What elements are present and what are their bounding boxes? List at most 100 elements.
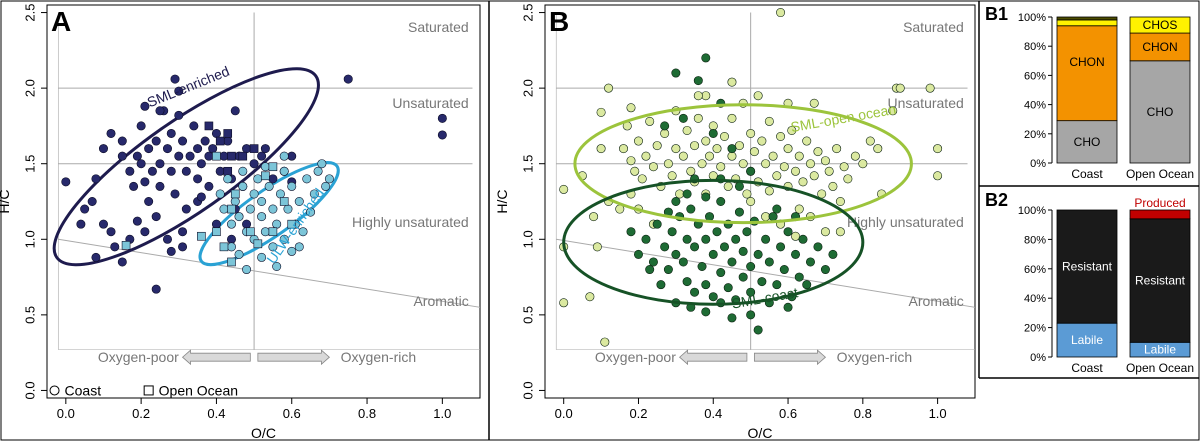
data-point-coast [140,177,150,187]
data-point-coast [257,212,267,222]
data-point [813,147,823,157]
data-point [776,242,786,252]
data-point-coast [302,174,312,184]
data-point-coast [193,144,203,154]
data-point-coast [437,130,447,140]
y-tick-label: 0.0 [22,381,37,399]
data-point [686,204,696,214]
data-point-open-ocean [261,171,270,181]
arrow-oxygen-rich [753,349,827,366]
plot-frame [544,4,976,399]
data-point [708,171,718,181]
bar-segment [1056,16,1118,21]
data-point [772,204,782,214]
data-point-coast [174,110,184,120]
data-point-coast [129,181,139,191]
data-point [791,231,801,241]
data-point [802,136,812,146]
y-tick-label: 40% [1024,293,1046,305]
data-point-coast [242,219,252,229]
y-tick-label: 1.5 [520,155,535,173]
y-tick-label: 20% [1024,323,1046,335]
y-tick-label: 0% [1030,158,1046,170]
data-point [802,280,812,290]
data-point-coast [151,212,161,222]
data-point [779,162,789,172]
data-point [746,261,756,271]
data-point-coast [98,219,108,229]
data-point-coast [196,159,206,169]
data-point-coast [294,197,304,207]
data-point-coast [219,151,229,161]
data-point [686,166,696,176]
data-point [858,159,868,169]
data-point-coast [178,227,188,237]
data-point-coast [279,166,289,176]
region-label: Aromatic [413,293,468,309]
data-point-coast [226,234,236,244]
data-point-open-ocean [230,189,240,199]
data-point [656,280,666,290]
x-tick-label: Coast [1071,361,1103,375]
data-point-coast [178,242,188,252]
data-point [835,197,845,207]
bar-segment-label: CHON [1069,55,1104,69]
data-point-coast [140,227,150,237]
data-point [734,181,744,191]
data-point-coast [170,74,180,84]
y-tick-label: 100% [1018,12,1046,24]
data-point-coast [185,151,195,161]
data-point [727,144,737,154]
data-point [783,302,793,312]
data-point [742,227,752,237]
x-axis-label: O/C [251,425,276,441]
data-point-coast [61,177,71,187]
data-point [798,234,808,244]
panel-B1: 0% 20% 40% 60% 80% 100% B1 Coast CHO CHON Open Oce… [985,4,1194,181]
data-point [633,136,643,146]
bar-segment [1056,25,1118,122]
data-point [600,337,610,347]
bar-segment [1056,19,1118,27]
y-tick-label: 20% [1024,129,1046,141]
data-point [690,141,700,151]
data-point-coast [166,128,176,138]
data-point [626,103,636,113]
data-point [820,156,830,166]
data-point-coast [260,162,270,172]
data-point-coast [242,144,252,154]
data-point-coast [174,151,184,161]
y-axis-label: H/C [494,189,510,213]
data-point [813,242,823,252]
x-tick-label: 1.0 [929,406,947,421]
data-point-coast [223,174,233,184]
legend-open-ocean-icon [143,385,154,396]
data-point [675,189,685,199]
ellipse-sml-coast [562,178,865,306]
data-point [630,166,640,176]
data-point [820,227,830,237]
data-point-coast [257,252,267,262]
y-tick-label: 2.5 [22,4,37,22]
data-point-open-ocean [268,162,278,172]
data-point [693,113,703,123]
data-point [746,197,756,207]
data-point-coast [106,128,116,138]
data-point [933,144,943,154]
data-point-coast [313,166,323,176]
data-point [731,234,741,244]
data-point [671,249,681,259]
data-point [873,144,883,154]
data-point [783,227,793,237]
data-point-coast [257,197,267,207]
data-point [723,283,733,293]
data-point [809,171,819,181]
data-point [701,91,711,101]
data-point-coast [193,174,203,184]
ellipse-label: SML-enriched [145,63,232,110]
data-point [719,242,729,252]
data-point [820,265,830,275]
data-point-open-ocean [253,239,263,249]
panel-B2: 0% 20% 40% 60% 80% 100% B2 Coast Labile Resistant… [985,190,1194,375]
data-point-open-ocean [287,219,297,229]
